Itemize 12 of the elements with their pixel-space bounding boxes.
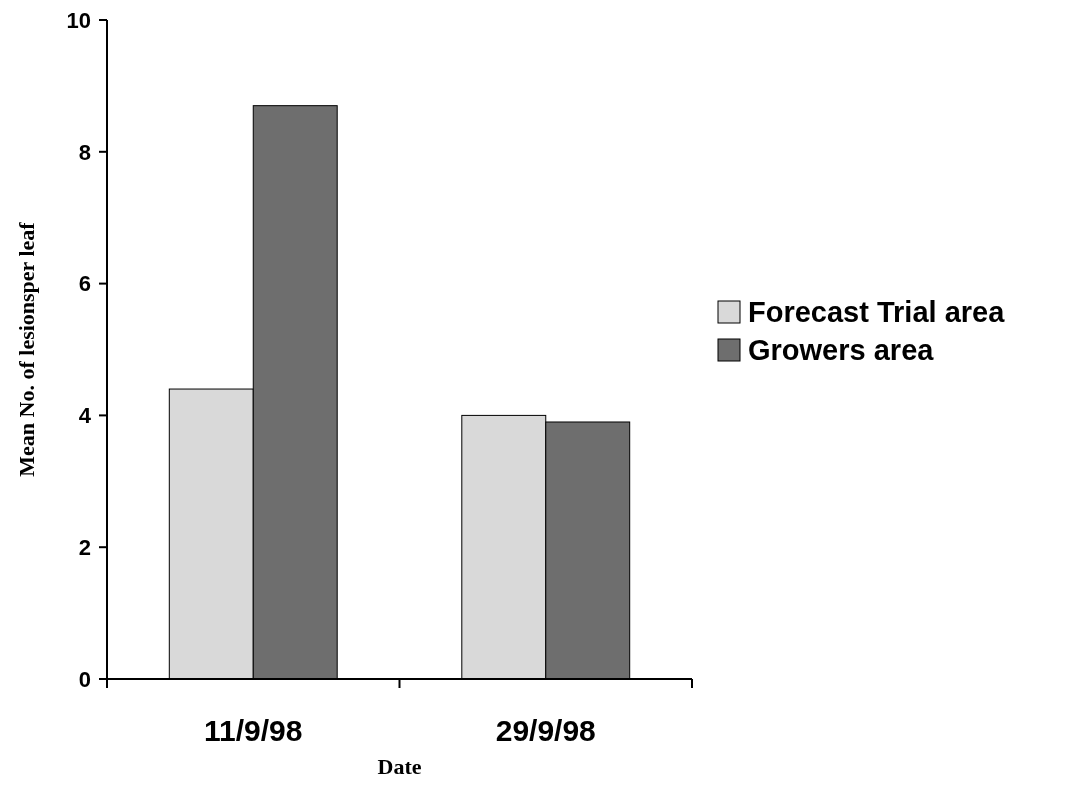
x-tick-label: 29/9/98 — [495, 714, 596, 747]
x-tick-label: 11/9/98 — [204, 714, 303, 747]
y-tick-label: 4 — [78, 403, 92, 429]
y-tick-label: 8 — [78, 139, 91, 165]
legend-label: Growers area — [748, 334, 935, 367]
legend-label: Forecast Trial area — [748, 296, 1006, 329]
y-axis-title: Mean No. of lesionsper leaf — [14, 221, 39, 477]
y-tick-label: 6 — [78, 271, 91, 297]
x-axis-title: Date — [377, 754, 422, 779]
y-tick-label: 0 — [78, 666, 91, 692]
y-tick-label: 2 — [78, 534, 91, 560]
y-tick-label: 10 — [66, 7, 91, 33]
